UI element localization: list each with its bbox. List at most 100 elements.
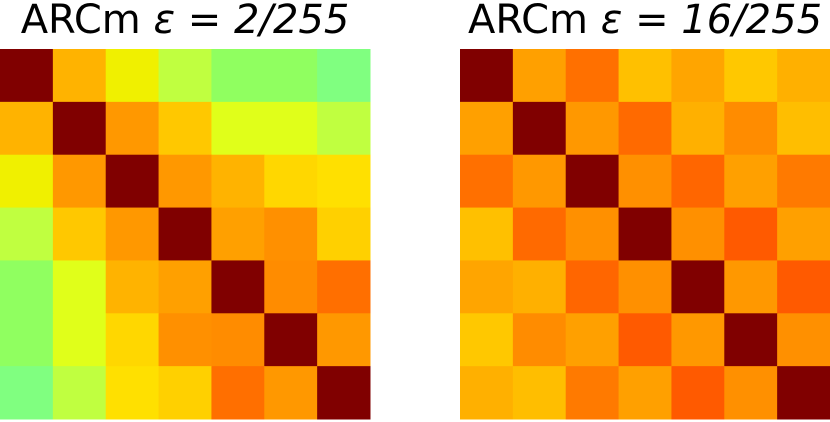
heatmap-right-cell-r0-c0: [460, 49, 514, 103]
heatmap-left-cell-r3-c3: [158, 207, 212, 261]
heatmap-right-cell-r5-c0: [460, 313, 514, 367]
heatmap-left-cell-r4-c0: [0, 260, 54, 314]
heatmap-right-cell-r6-c1: [512, 366, 567, 420]
heatmap-left-cell-r2-c1: [52, 154, 107, 209]
heatmap-right-cell-r1-c1: [512, 101, 567, 156]
heatmap-left-cell-r3-c6: [317, 207, 371, 261]
heatmap-right-cell-r0-c3: [618, 49, 672, 103]
heatmap-left-cell-r6-c5: [264, 366, 318, 420]
heatmap-left-cell-r0-c3: [158, 49, 212, 103]
heatmap-right-cell-r2-c5: [724, 154, 778, 209]
heatmap-left-cell-r5-c6: [317, 313, 371, 367]
heatmap-right-cell-r1-c5: [724, 101, 778, 156]
heatmap-left-cell-r0-c4: [211, 49, 265, 103]
heatmap-title-right-math: ε = 16/255: [601, 0, 822, 43]
heatmap-right-cell-r5-c6: [777, 313, 830, 367]
heatmap-left-cell-r0-c0: [0, 49, 54, 103]
heatmap-left-cell-r0-c1: [52, 49, 107, 103]
heatmap-left-cell-r2-c5: [264, 154, 318, 209]
heatmap-left-cell-r4-c4: [211, 260, 265, 314]
heatmap-right-cell-r1-c6: [777, 101, 830, 156]
heatmap-left-cell-r1-c0: [0, 101, 54, 156]
heatmap-left-cell-r5-c3: [158, 313, 212, 367]
heatmap-left-cell-r5-c4: [211, 313, 265, 367]
heatmap-right-cell-r2-c6: [777, 154, 830, 209]
heatmap-right-cell-r4-c0: [460, 260, 514, 314]
heatmap-right-cell-r1-c0: [460, 101, 514, 156]
heatmap-right-cell-r0-c1: [512, 49, 567, 103]
heatmap-left-cell-r3-c2: [105, 207, 160, 261]
heatmap-left-cell-r4-c2: [105, 260, 160, 314]
heatmap-right-cell-r2-c1: [512, 154, 567, 209]
heatmap-right-cell-r4-c4: [671, 260, 725, 314]
heatmap-right-cell-r1-c4: [671, 101, 725, 156]
heatmap-right-cell-r0-c4: [671, 49, 725, 103]
heatmap-left-cell-r0-c6: [317, 49, 371, 103]
heatmap-left-cell-r6-c0: [0, 366, 54, 420]
heatmap-right-cell-r4-c1: [512, 260, 567, 314]
heatmap-title-right: ARCm ε = 16/255: [468, 0, 822, 43]
heatmap-left-cell-r4-c5: [264, 260, 318, 314]
heatmap-right-cell-r0-c2: [565, 49, 620, 103]
heatmap-right-cell-r4-c3: [618, 260, 672, 314]
heatmap-left-cell-r2-c4: [211, 154, 265, 209]
heatmap-left-cell-r1-c2: [105, 101, 160, 156]
heatmap-right-cell-r6-c2: [565, 366, 620, 420]
heatmap-right-cell-r3-c2: [565, 207, 620, 261]
heatmap-right: [460, 49, 830, 420]
heatmap-right-cell-r3-c6: [777, 207, 830, 261]
heatmap-right-cell-r2-c3: [618, 154, 672, 209]
heatmap-title-left-math: ε = 2/255: [153, 0, 349, 43]
heatmap-right-cell-r4-c2: [565, 260, 620, 314]
heatmap-right-cell-r5-c2: [565, 313, 620, 367]
heatmap-right-cell-r6-c0: [460, 366, 514, 420]
heatmap-right-cell-r5-c3: [618, 313, 672, 367]
heatmap-right-cell-r3-c3: [618, 207, 672, 261]
heatmap-left-cell-r3-c1: [52, 207, 107, 261]
heatmap-left-cell-r6-c2: [105, 366, 160, 420]
heatmap-title-left: ARCm ε = 2/255: [21, 0, 350, 43]
heatmap-left-cell-r1-c6: [317, 101, 371, 156]
heatmap-right-cell-r3-c4: [671, 207, 725, 261]
heatmap-left-cell-r6-c4: [211, 366, 265, 420]
heatmap-title-right-prefix: ARCm: [468, 0, 601, 43]
heatmap-right-cell-r1-c2: [565, 101, 620, 156]
heatmap-right-cell-r3-c5: [724, 207, 778, 261]
heatmap-title-left-prefix: ARCm: [21, 0, 154, 43]
heatmap-left-cell-r5-c2: [105, 313, 160, 367]
heatmap-left-cell-r0-c5: [264, 49, 318, 103]
heatmap-left-cell-r1-c1: [52, 101, 107, 156]
heatmap-right-cell-r3-c1: [512, 207, 567, 261]
heatmap-right-cell-r3-c0: [460, 207, 514, 261]
heatmap-right-cell-r1-c3: [618, 101, 672, 156]
heatmap-left-cell-r5-c0: [0, 313, 54, 367]
heatmap-right-cell-r6-c3: [618, 366, 672, 420]
heatmap-left-cell-r6-c6: [317, 366, 371, 420]
heatmap-left-cell-r5-c1: [52, 313, 107, 367]
heatmap-right-cell-r0-c5: [724, 49, 778, 103]
heatmap-right-cell-r2-c4: [671, 154, 725, 209]
heatmap-left-cell-r4-c6: [317, 260, 371, 314]
heatmap-left-cell-r3-c4: [211, 207, 265, 261]
heatmap-left-cell-r6-c3: [158, 366, 212, 420]
heatmap-left-cell-r3-c5: [264, 207, 318, 261]
heatmap-left-cell-r2-c0: [0, 154, 54, 209]
heatmap-right-cell-r2-c2: [565, 154, 620, 209]
heatmap-right-cell-r6-c4: [671, 366, 725, 420]
heatmap-left-cell-r4-c3: [158, 260, 212, 314]
heatmap-left-cell-r5-c5: [264, 313, 318, 367]
heatmap-right-cell-r5-c4: [671, 313, 725, 367]
heatmap-right-cell-r4-c6: [777, 260, 830, 314]
heatmap-right-cell-r6-c5: [724, 366, 778, 420]
heatmap-left: [0, 49, 371, 420]
heatmap-left-cell-r2-c3: [158, 154, 212, 209]
heatmap-right-cell-r4-c5: [724, 260, 778, 314]
heatmap-right-cell-r0-c6: [777, 49, 830, 103]
heatmap-right-cell-r6-c6: [777, 366, 830, 420]
heatmap-left-cell-r6-c1: [52, 366, 107, 420]
heatmap-right-cell-r5-c5: [724, 313, 778, 367]
heatmap-right-cell-r5-c1: [512, 313, 567, 367]
heatmap-left-cell-r1-c4: [211, 101, 265, 156]
heatmap-left-cell-r2-c6: [317, 154, 371, 209]
